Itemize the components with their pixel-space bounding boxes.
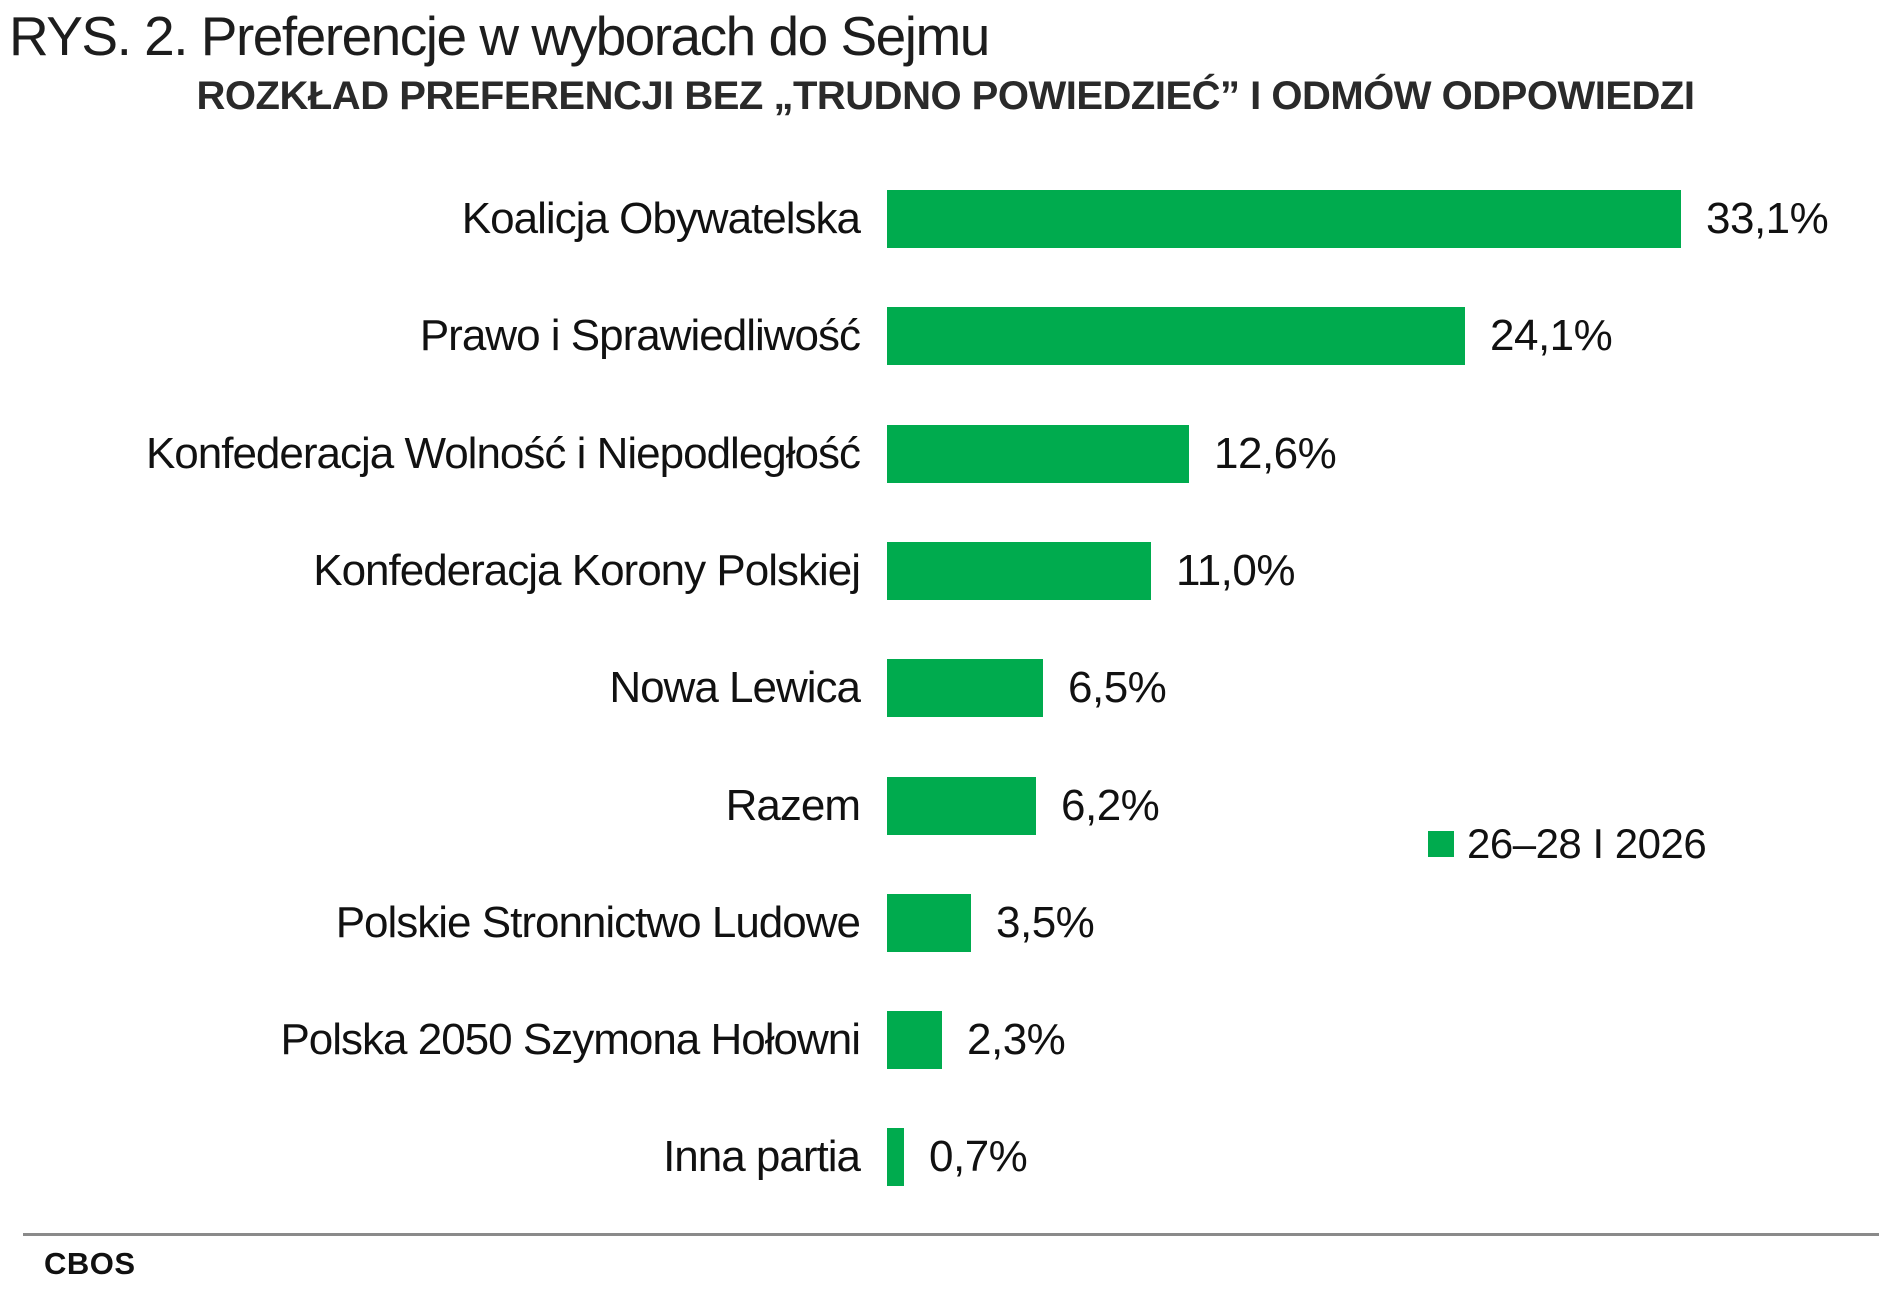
footer-divider <box>23 1233 1879 1236</box>
bar <box>887 894 971 952</box>
legend: 26–28 I 2026 <box>1428 820 1707 868</box>
value-label: 3,5% <box>996 898 1095 947</box>
category-label: Prawo i Sprawiedliwość <box>419 311 861 360</box>
category-label: Polska 2050 Szymona Hołowni <box>280 1015 861 1064</box>
chart-title: RYS. 2. Preferencje w wyborach do Sejmu <box>9 5 990 67</box>
value-label: 33,1% <box>1706 194 1829 243</box>
chart-row: Nowa Lewica 6,5% <box>0 659 1167 717</box>
chart-row: Prawo i Sprawiedliwość 24,1% <box>0 307 1613 365</box>
category-label: Polskie Stronnictwo Ludowe <box>335 898 861 947</box>
bar <box>887 777 1036 835</box>
bar <box>887 1011 942 1069</box>
bar <box>887 659 1043 717</box>
chart-row: Konfederacja Wolność i Niepodległość 12,6… <box>0 425 1337 483</box>
chart-subtitle: ROZKŁAD PREFERENCJI BEZ „TRUDNO POWIEDZI… <box>196 74 1695 118</box>
bar <box>887 307 1465 365</box>
value-label: 2,3% <box>967 1015 1066 1064</box>
chart-row: Konfederacja Korony Polskiej 11,0% <box>0 542 1296 600</box>
value-label: 6,2% <box>1061 781 1160 830</box>
chart-row: Koalicja Obywatelska 33,1% <box>0 190 1829 248</box>
category-label: Inna partia <box>663 1132 861 1181</box>
category-label: Konfederacja Wolność i Niepodległość <box>145 429 861 478</box>
source-label: CBOS <box>44 1246 136 1281</box>
chart-row: Polskie Stronnictwo Ludowe 3,5% <box>0 894 1095 952</box>
category-label: Konfederacja Korony Polskiej <box>313 546 861 595</box>
chart-row: Inna partia 0,7% <box>0 1128 1028 1186</box>
legend-swatch-icon <box>1428 831 1454 857</box>
legend-label: 26–28 I 2026 <box>1467 820 1707 867</box>
value-label: 0,7% <box>929 1132 1028 1181</box>
bar <box>887 190 1681 248</box>
value-label: 12,6% <box>1214 429 1337 478</box>
chart-row: Polska 2050 Szymona Hołowni 2,3% <box>0 1011 1066 1069</box>
category-label: Nowa Lewica <box>609 663 861 712</box>
value-label: 24,1% <box>1490 311 1613 360</box>
chart-row: Razem 6,2% <box>0 777 1160 835</box>
value-label: 6,5% <box>1068 663 1167 712</box>
value-label: 11,0% <box>1176 546 1296 595</box>
bar <box>887 1128 904 1186</box>
bar <box>887 542 1151 600</box>
category-label: Razem <box>725 781 861 830</box>
category-label: Koalicja Obywatelska <box>461 194 861 243</box>
bar <box>887 425 1189 483</box>
